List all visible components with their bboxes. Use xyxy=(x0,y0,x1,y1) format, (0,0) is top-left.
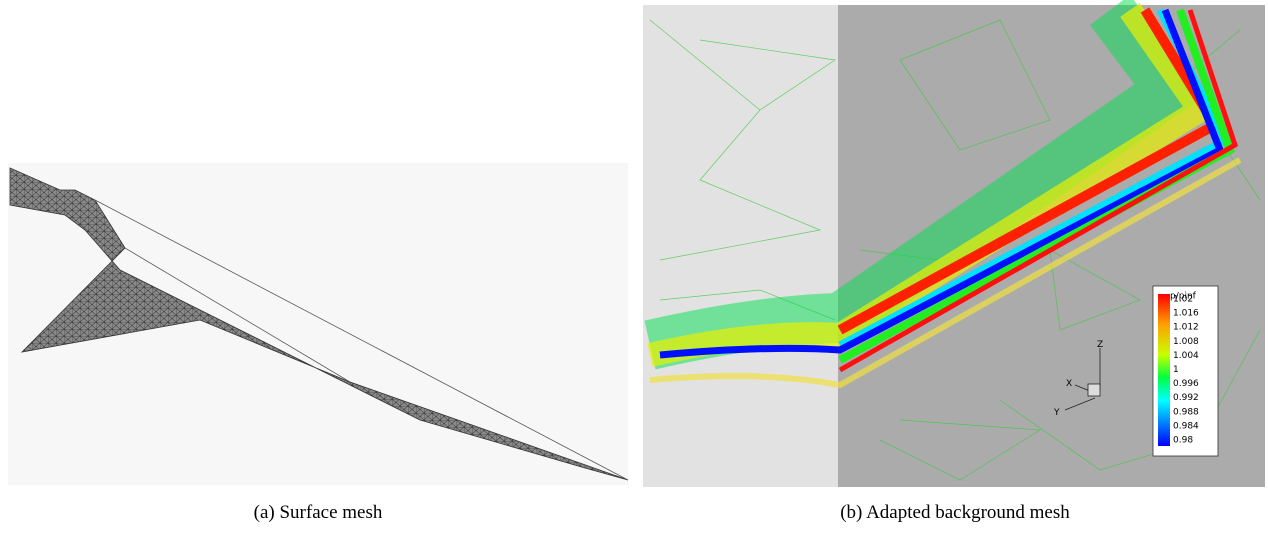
legend-label: 1.008 xyxy=(1173,337,1199,347)
legend-label: 1.012 xyxy=(1173,323,1199,333)
legend-label: 1.016 xyxy=(1173,309,1199,319)
caption: (b) Adapted background mesh xyxy=(840,502,1070,523)
legend-label: 1 xyxy=(1173,365,1179,375)
axis-label: Z xyxy=(1097,340,1103,350)
axis-label: X xyxy=(1066,379,1072,389)
background-mesh-image: p/pinf 1.021.0161.0121.0081.00410.9960.9… xyxy=(643,5,1265,487)
legend-label: 0.984 xyxy=(1173,421,1199,431)
caption: (a) Surface mesh xyxy=(254,502,383,523)
legend-label: 0.992 xyxy=(1173,393,1199,403)
legend-label: 0.98 xyxy=(1173,436,1193,446)
legend-label: 0.996 xyxy=(1173,379,1199,389)
axis-label: Y xyxy=(1053,408,1060,418)
surface-mesh-image xyxy=(8,163,628,485)
colorbar xyxy=(1158,294,1170,446)
legend-label: 1.02 xyxy=(1173,295,1193,305)
page: (a) Surface mesh p/pinf 1.021.0161.0121.… xyxy=(0,0,1268,533)
legend-label: 0.988 xyxy=(1173,407,1199,417)
legend-label: 1.004 xyxy=(1173,351,1199,361)
